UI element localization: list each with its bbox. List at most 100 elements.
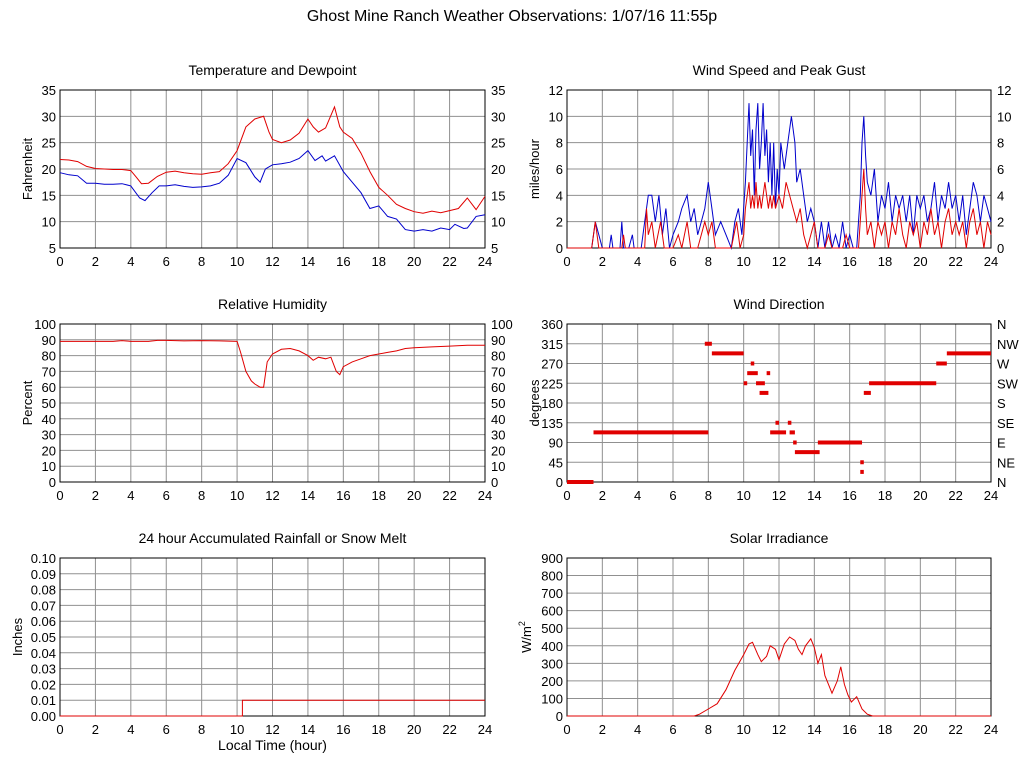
y-tick-label: 0 <box>556 475 563 490</box>
y-tick-label: 0.08 <box>31 583 56 598</box>
x-tick-label: 4 <box>634 488 641 503</box>
y-tick-label: 700 <box>541 586 563 601</box>
x-tick-label: 12 <box>265 722 279 737</box>
y-tick-label: 300 <box>541 656 563 671</box>
y-tick-label: 0 <box>556 709 563 724</box>
y-axis-label-text: Inches <box>10 617 25 656</box>
y-tick-label: 315 <box>541 337 563 352</box>
y-tick-label: 30 <box>42 428 56 443</box>
x-tick-label: 2 <box>599 254 606 269</box>
x-tick-label: 6 <box>669 254 676 269</box>
y-tick-label: 0.10 <box>31 551 56 566</box>
right-tick-label: SW <box>997 376 1019 391</box>
right-tick-label: 70 <box>491 364 505 379</box>
x-tick-label: 16 <box>336 722 350 737</box>
right-tick-label: 100 <box>491 317 513 332</box>
y-tick-label: 100 <box>34 317 56 332</box>
x-tick-label: 0 <box>563 254 570 269</box>
y-tick-label: 80 <box>42 349 56 364</box>
y-tick-label: 0 <box>49 475 56 490</box>
x-tick-label: 10 <box>736 488 750 503</box>
right-tick-label: 15 <box>491 188 505 203</box>
right-tick-label: 6 <box>997 162 1004 177</box>
plot-frame <box>59 323 486 483</box>
y-tick-label: 90 <box>42 333 56 348</box>
y-tick-label: 45 <box>549 455 563 470</box>
right-tick-label: 10 <box>491 215 505 230</box>
right-tick-label: 2 <box>997 215 1004 230</box>
y-tick-label: 10 <box>42 459 56 474</box>
y-tick-label: 400 <box>541 639 563 654</box>
x-tick-label: 4 <box>127 488 134 503</box>
x-tick-label: 22 <box>948 488 962 503</box>
x-tick-label: 20 <box>913 722 927 737</box>
y-tick-label: 900 <box>541 551 563 566</box>
x-tick-label: 10 <box>736 254 750 269</box>
y-tick-label: 10 <box>42 215 56 230</box>
x-tick-label: 16 <box>336 254 350 269</box>
x-tick-label: 18 <box>878 722 892 737</box>
series-line-wind-speed-0 <box>567 103 992 250</box>
x-tick-label: 18 <box>372 722 386 737</box>
x-tick-label: 6 <box>163 488 170 503</box>
x-tick-label: 16 <box>842 722 856 737</box>
x-tick-label: 18 <box>372 488 386 503</box>
y-axis-label: W/m2 <box>517 621 534 653</box>
x-tick-label: 6 <box>669 488 676 503</box>
x-tick-label: 8 <box>705 488 712 503</box>
right-tick-label: NW <box>997 337 1019 352</box>
x-tick-label: 0 <box>563 722 570 737</box>
x-tick-label: 12 <box>772 254 786 269</box>
x-tick-label: 20 <box>913 488 927 503</box>
x-tick-label: 6 <box>669 722 676 737</box>
plot-frame <box>566 323 992 483</box>
right-tick-label: 30 <box>491 428 505 443</box>
y-axis-label-text: Percent <box>20 380 35 425</box>
y-tick-label: 30 <box>42 109 56 124</box>
y-tick-label: 4 <box>556 188 563 203</box>
x-tick-label: 14 <box>301 488 315 503</box>
y-tick-label: 8 <box>556 136 563 151</box>
y-tick-label: 5 <box>49 241 56 256</box>
right-tick-label: 0 <box>491 475 498 490</box>
plot-frame <box>59 557 486 717</box>
y-tick-label: 100 <box>541 691 563 706</box>
y-axis-label-text: W/m <box>519 626 534 653</box>
y-tick-label: 35 <box>42 83 56 98</box>
y-axis-label-text: miles/hour <box>527 138 542 199</box>
x-tick-label: 2 <box>599 722 606 737</box>
x-tick-label: 24 <box>478 254 492 269</box>
y-axis-label: Inches <box>10 617 25 656</box>
x-tick-label: 14 <box>807 488 821 503</box>
x-tick-label: 20 <box>407 722 421 737</box>
x-tick-label: 24 <box>984 254 998 269</box>
y-tick-label: 0.06 <box>31 614 56 629</box>
y-tick-label: 0.09 <box>31 567 56 582</box>
x-tick-label: 0 <box>56 722 63 737</box>
series-line-rainfall-0 <box>60 699 485 717</box>
x-tick-label: 12 <box>265 254 279 269</box>
chart-title: Wind Speed and Peak Gust <box>693 62 866 78</box>
x-tick-label: 2 <box>92 488 99 503</box>
y-tick-label: 500 <box>541 621 563 636</box>
right-tick-label: 10 <box>491 459 505 474</box>
series-line-solar-0 <box>567 636 991 717</box>
x-tick-label: 0 <box>56 254 63 269</box>
series-line-wind-speed-1 <box>567 168 992 250</box>
right-tick-label: 8 <box>997 136 1004 151</box>
x-tick-label: 8 <box>705 254 712 269</box>
x-tick-label: 10 <box>736 722 750 737</box>
right-tick-label: SE <box>997 416 1015 431</box>
x-tick-label: 2 <box>92 254 99 269</box>
right-tick-label: 12 <box>997 83 1011 98</box>
chart-title: 24 hour Accumulated Rainfall or Snow Mel… <box>139 530 407 546</box>
y-tick-label: 50 <box>42 396 56 411</box>
right-tick-label: N <box>997 317 1006 332</box>
right-tick-label: 20 <box>491 443 505 458</box>
series-line-humidity-0 <box>60 339 485 388</box>
y-axis-label-text: Fahrenheit <box>20 138 35 201</box>
y-tick-label: 12 <box>549 83 563 98</box>
